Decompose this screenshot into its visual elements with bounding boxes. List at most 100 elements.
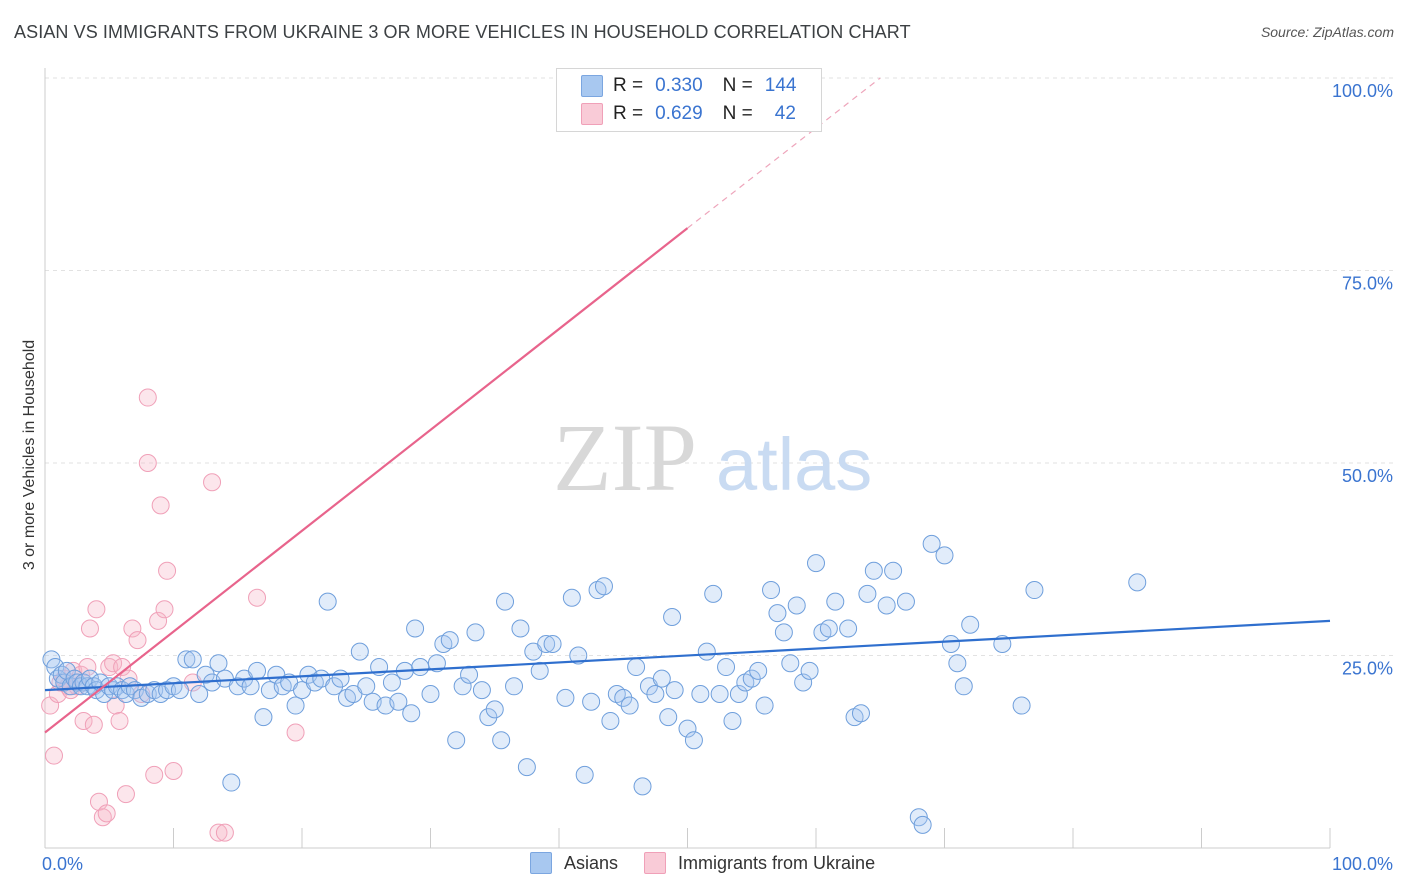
data-point-asians	[704, 584, 723, 603]
data-point-asians	[575, 765, 594, 784]
data-point-ukraine	[80, 619, 99, 638]
data-point-asians	[411, 658, 430, 677]
watermark-atlas: atlas	[716, 423, 872, 506]
data-point-asians	[209, 654, 228, 673]
data-point-asians	[402, 704, 421, 723]
data-point-asians	[427, 654, 446, 673]
data-point-asians	[646, 685, 665, 703]
data-point-asians	[325, 677, 344, 696]
data-point-asians	[774, 623, 793, 642]
data-point-asians	[440, 631, 459, 650]
data-point-ukraine	[286, 723, 305, 742]
chart-title: ASIAN VS IMMIGRANTS FROM UKRAINE 3 OR MO…	[14, 22, 911, 42]
data-point-asians	[389, 692, 408, 711]
data-point-ukraine	[44, 746, 63, 765]
data-point-ukraine	[138, 388, 157, 407]
legend-swatch-ukraine	[644, 852, 667, 874]
data-point-asians	[678, 719, 697, 738]
data-point-asians	[922, 534, 941, 553]
legend-n-label: N =	[722, 103, 753, 124]
trend-line-ukraine-extension	[687, 77, 881, 229]
data-point-asians	[663, 608, 682, 626]
data-point-asians	[183, 650, 202, 669]
data-point-ukraine	[110, 711, 129, 730]
data-point-asians	[357, 677, 376, 696]
data-point-asians	[710, 685, 729, 703]
data-point-ukraine	[84, 715, 103, 734]
trend-lines	[44, 77, 1331, 734]
legend-item-asians: Asians	[530, 852, 618, 874]
data-point-asians	[819, 619, 838, 638]
data-point-asians	[884, 561, 903, 580]
data-point-asians	[472, 681, 491, 700]
data-point-asians	[517, 758, 536, 777]
data-point-asians	[406, 619, 425, 638]
legend-r-label: R =	[613, 103, 644, 124]
data-point-ukraine	[116, 785, 135, 804]
data-point-asians	[1025, 581, 1044, 600]
data-point-asians	[768, 604, 787, 623]
data-point-asians	[562, 588, 581, 607]
data-point-asians	[633, 777, 652, 796]
data-point-asians	[556, 688, 575, 707]
axes	[44, 68, 1331, 849]
data-point-asians	[652, 669, 671, 688]
series-asians-points	[42, 534, 1147, 834]
data-point-asians	[350, 642, 369, 661]
legend-n-value: 42	[774, 103, 796, 124]
data-point-asians	[582, 692, 601, 711]
legend-n-label: N =	[722, 75, 753, 96]
data-point-asians	[505, 677, 524, 696]
data-point-asians	[800, 661, 819, 680]
data-point-asians	[864, 561, 883, 580]
data-point-asians	[697, 642, 716, 661]
data-point-ukraine	[87, 600, 106, 619]
data-point-asians	[787, 596, 806, 615]
data-point-asians	[453, 677, 472, 696]
data-point-asians	[254, 708, 273, 727]
legend-swatch-ukraine	[581, 103, 603, 125]
data-point-asians	[794, 673, 813, 692]
data-point-ukraine	[158, 561, 177, 580]
data-point-asians	[196, 665, 215, 684]
data-point-asians	[421, 685, 440, 703]
data-point-ukraine	[123, 619, 142, 638]
x-tick-label-max: 100.0%	[1332, 854, 1393, 874]
data-point-asians	[492, 731, 511, 750]
data-point-asians	[1012, 696, 1031, 715]
data-point-ukraine	[138, 454, 157, 472]
data-point-asians	[318, 592, 337, 611]
legend-r-value: 0.330	[655, 75, 703, 96]
data-point-asians	[177, 650, 196, 669]
data-point-ukraine	[74, 711, 93, 730]
data-point-asians	[485, 700, 504, 719]
data-point-asians	[954, 677, 973, 696]
data-point-asians	[222, 773, 241, 792]
data-point-ukraine	[104, 654, 123, 673]
data-point-asians	[659, 708, 678, 727]
data-point-asians	[749, 661, 768, 680]
data-point-asians	[961, 615, 980, 634]
data-point-asians	[170, 681, 189, 700]
data-point-asians	[627, 658, 646, 677]
data-point-asians	[594, 577, 613, 596]
tick-labels: 25.0% 50.0% 75.0% 100.0% 0.0% 100.0%	[42, 81, 1393, 874]
legend-n-value: 144	[764, 75, 797, 96]
data-point-asians	[684, 731, 703, 750]
data-point-ukraine	[78, 658, 97, 677]
data-point-ukraine	[164, 762, 183, 780]
data-point-ukraine	[203, 473, 222, 492]
legend-r-label: R =	[613, 75, 644, 96]
y-tick-label: 25.0%	[1342, 659, 1393, 679]
legend-item-ukraine: Immigrants from Ukraine	[644, 852, 875, 874]
data-point-asians	[665, 681, 684, 700]
data-point-asians	[511, 619, 530, 638]
data-point-asians	[530, 661, 549, 680]
y-tick-label: 50.0%	[1342, 466, 1393, 486]
series-ukraine-points	[41, 388, 305, 842]
data-point-asians	[858, 584, 877, 603]
data-point-asians	[228, 677, 247, 696]
data-point-asians	[755, 696, 774, 715]
data-point-asians	[729, 685, 748, 703]
